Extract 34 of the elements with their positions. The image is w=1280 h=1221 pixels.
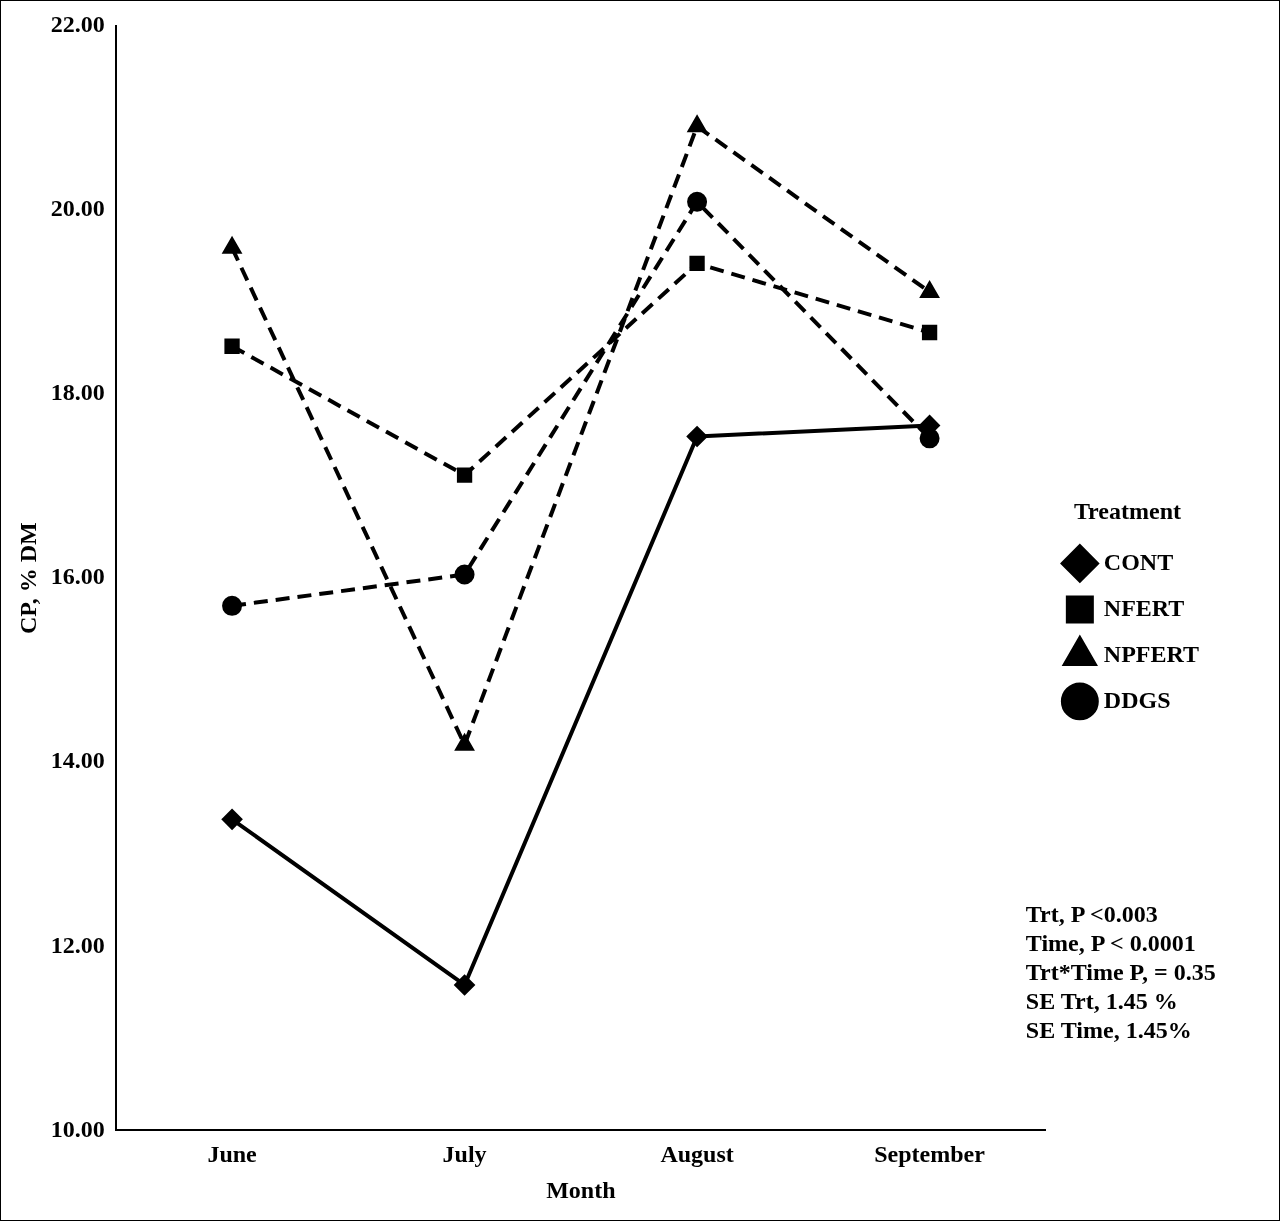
point (689, 255, 705, 272)
legend-title: Treatment (1073, 497, 1181, 524)
point (222, 595, 243, 616)
legend-label: NPFERT (1103, 640, 1199, 667)
annotation: Trt*Time P, = 0.35 (1025, 958, 1216, 988)
y-tick-label: 12.00 (50, 931, 105, 958)
y-axis-title: CP, % DM (14, 522, 41, 635)
point (456, 467, 473, 483)
x-tick-label: September (874, 1141, 986, 1167)
y-tick-label: 22.00 (50, 11, 105, 38)
point (687, 191, 708, 212)
annotation: SE Trt, 1.45 % (1025, 987, 1179, 1017)
legend-label: DDGS (1103, 686, 1171, 713)
annotation: SE Time, 1.45% (1025, 1016, 1193, 1046)
y-tick-label: 18.00 (50, 379, 105, 406)
legend-label: CONT (1103, 548, 1174, 575)
x-tick-label: August (660, 1141, 734, 1167)
point (687, 426, 708, 447)
x-tick-label: June (207, 1141, 258, 1167)
y-tick-label: 10.00 (50, 1115, 105, 1142)
y-tick-label: 16.00 (50, 563, 105, 590)
legend-label: NFERT (1103, 594, 1185, 621)
point (921, 324, 938, 341)
y-tick-label: 20.00 (50, 195, 105, 222)
x-axis-title: Month (546, 1176, 616, 1203)
point (688, 116, 707, 133)
point (454, 974, 475, 995)
annotation: Time, P < 0.0001 (1025, 929, 1197, 959)
annotation: Trt, P <0.003 (1025, 900, 1159, 930)
point (222, 809, 243, 830)
point (224, 338, 240, 354)
y-tick-label: 14.00 (50, 747, 105, 774)
x-tick-label: July (442, 1141, 487, 1167)
point (454, 564, 475, 585)
